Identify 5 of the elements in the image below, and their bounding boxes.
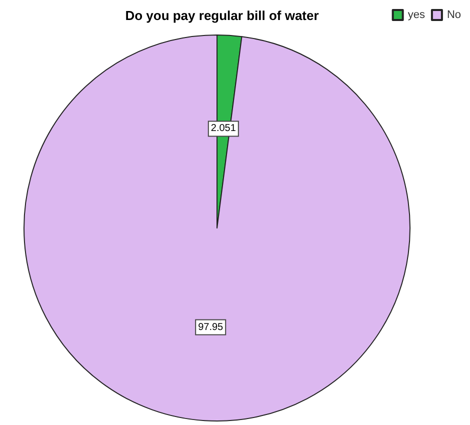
data-label: 97.95	[198, 322, 224, 333]
legend-label: No	[446, 9, 461, 21]
data-label: 2.051	[210, 123, 236, 134]
legend-label: yes	[408, 9, 426, 21]
chart-title: Do you pay regular bill of water	[125, 8, 319, 23]
